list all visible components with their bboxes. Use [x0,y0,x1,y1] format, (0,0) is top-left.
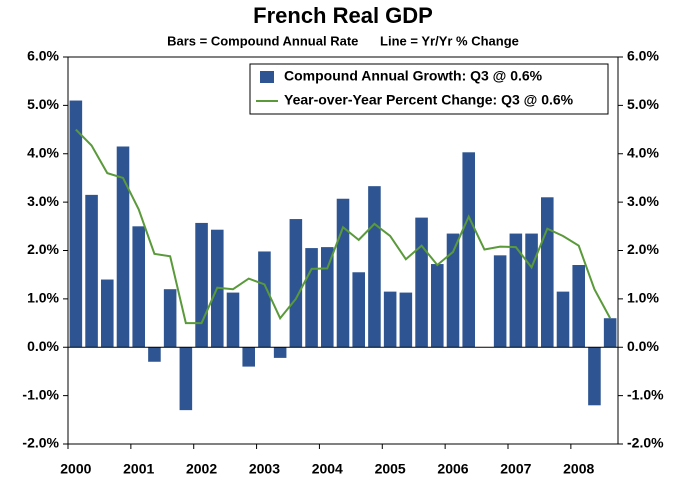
bar [101,279,114,348]
y2-tick-label: 1.0% [627,290,659,306]
y-tick-label: 3.0% [27,193,59,209]
bar [509,233,523,348]
bar [289,219,303,348]
y2-tick-label: 0.0% [627,338,659,354]
bar [541,197,554,348]
legend-swatch [260,71,274,83]
y2-tick-label: 4.0% [627,144,659,160]
bar [321,247,334,348]
chart-title: French Real GDP [253,3,433,28]
y2-tick-label: 5.0% [627,96,659,112]
y2-tick-label: 6.0% [627,48,659,64]
bar [383,291,397,348]
x-tick-label: 2005 [375,461,406,477]
y2-tick-label: -1.0% [627,386,664,402]
bar [132,226,145,348]
x-tick-label: 2004 [312,461,343,477]
bar [368,186,381,348]
chart-subtitle: Bars = Compound Annual Rate Line = Yr/Yr… [167,33,519,48]
x-tick-label: 2008 [563,461,594,477]
bar [399,292,413,348]
x-tick-label: 2002 [186,461,217,477]
y-tick-label: 0.0% [27,338,59,354]
bar [446,233,460,348]
bar [116,146,130,348]
y-tick-label: 6.0% [27,48,59,64]
bar [588,347,601,406]
bar [258,251,271,348]
bar [493,255,507,348]
y-tick-label: -1.0% [22,386,59,402]
legend-box [249,63,609,115]
bar [556,291,570,348]
y-tick-label: 5.0% [27,96,59,112]
x-tick-label: 2000 [60,461,91,477]
bar [69,100,83,348]
legend-label: Year-over-Year Percent Change: Q3 @ 0.6% [284,92,574,108]
x-tick-label: 2006 [437,461,468,477]
bar [195,222,208,348]
bar [336,198,350,348]
bar [179,347,193,411]
x-tick-label: 2007 [500,461,531,477]
bar [305,248,318,348]
bar [431,264,444,348]
line [75,128,612,325]
bar [525,233,538,348]
y2-tick-label: 3.0% [627,193,659,209]
bar [352,272,365,348]
y2-tick-label: 2.0% [627,241,659,257]
bar [242,347,255,367]
y-tick-label: 2.0% [27,241,59,257]
bar [226,292,240,348]
y-tick-label: -2.0% [22,435,59,451]
x-tick-label: 2001 [123,461,154,477]
bar [462,152,475,348]
x-tick-label: 2003 [249,461,280,477]
legend-label: Compound Annual Growth: Q3 @ 0.6% [284,68,543,84]
y-tick-label: 4.0% [27,144,59,160]
bar [415,217,428,348]
bar [148,347,161,362]
y2-tick-label: -2.0% [627,435,664,451]
bar [273,347,287,358]
bar [572,265,585,348]
bar [85,194,98,348]
bar [163,289,177,348]
bar [603,318,617,348]
y-tick-label: 1.0% [27,290,59,306]
